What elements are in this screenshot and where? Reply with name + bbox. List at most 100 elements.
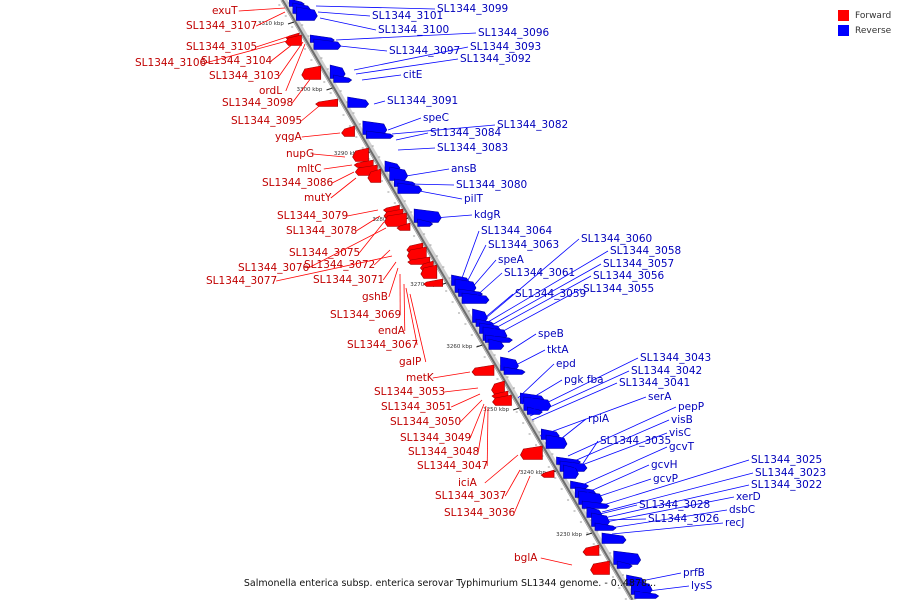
reverse-gene-label: recJ <box>725 517 744 529</box>
reverse-gene <box>366 130 394 139</box>
forward-leader <box>312 153 346 158</box>
reverse-gene-label: SL1344_3101 <box>372 10 443 22</box>
reverse-leader <box>635 572 682 583</box>
reverse-leader <box>603 484 750 519</box>
reverse-gene-label: speB <box>538 328 564 340</box>
forward-gene-label: SL1344_3051 <box>381 401 452 413</box>
forward-gene-label: SL1344_3037 <box>435 490 506 502</box>
reverse-leader <box>353 46 469 71</box>
reverse-gene-label: pepP <box>678 401 704 413</box>
forward-leader <box>270 39 299 62</box>
forward-leader <box>459 399 483 423</box>
reverse-gene <box>523 396 552 411</box>
reverse-gene-label: SL1344_3025 <box>751 454 822 466</box>
forward-gene-label: nupG <box>286 148 314 160</box>
forward-gene-label: SL1344_3076 <box>238 262 310 274</box>
reverse-gene-label: pgk fba <box>564 374 604 386</box>
reverse-leader <box>531 382 618 421</box>
forward-leader <box>451 393 481 408</box>
reverse-gene-label: tktA <box>547 344 569 356</box>
forward-gene-label: SL1344_3036 <box>444 507 516 519</box>
reverse-gene-label: SL1344_3041 <box>619 377 690 389</box>
genome-axis <box>280 0 634 600</box>
forward-leader <box>477 405 487 453</box>
reverse-gene-label: SL1344_3042 <box>631 365 702 377</box>
forward-leader <box>285 43 306 92</box>
forward-leader <box>432 371 471 379</box>
reverse-leader <box>583 464 650 495</box>
reverse-gene-label: SL1344_3061 <box>504 267 575 279</box>
reverse-gene-label: SL1344_3093 <box>470 41 541 53</box>
tick-label: 3260 kbp <box>446 344 472 350</box>
forward-gene-label: SL1344_3104 <box>201 55 273 67</box>
forward-leader <box>405 287 418 346</box>
forward-leader <box>332 171 355 184</box>
forward-gene-label: SL1344_3107 <box>186 20 257 32</box>
reverse-gene-label: SL1344_3059 <box>515 288 586 300</box>
forward-gene <box>520 445 543 460</box>
forward-leader <box>382 261 397 281</box>
forward-gene <box>315 98 338 107</box>
reverse-leader <box>579 446 668 487</box>
reverse-gene <box>347 96 370 108</box>
tick-label: 3310 kbp <box>258 21 284 27</box>
reverse-leader <box>507 333 537 353</box>
reverse-leader <box>571 419 670 463</box>
reverse-leader <box>469 259 497 291</box>
reverse-gene-label: SL1344_3057 <box>603 258 674 270</box>
forward-gene-label: SL1344_3048 <box>408 446 479 458</box>
forward-leader <box>308 227 387 269</box>
reverse-gene-label: pilT <box>464 193 483 205</box>
reverse-leader <box>493 288 582 337</box>
reverse-gene-label: SL1344_3022 <box>751 479 822 491</box>
reverse-gene-label: SL1344_3084 <box>430 127 502 139</box>
major-tick <box>287 21 295 25</box>
forward-leader <box>358 221 385 254</box>
reverse-gene <box>616 560 633 569</box>
reverse-gene <box>313 38 342 50</box>
reverse-leader <box>599 459 750 507</box>
reverse-gene-label: SL1344_3099 <box>437 3 508 15</box>
reverse-leader <box>319 17 377 31</box>
reverse-leader <box>397 147 436 151</box>
forward-gene <box>352 147 369 162</box>
reverse-gene <box>613 550 642 565</box>
forward-gene-label: ordL <box>259 85 282 97</box>
reverse-gene <box>461 292 490 304</box>
forward-leader <box>323 164 353 170</box>
forward-gene-label: SL1344_3067 <box>347 339 418 351</box>
forward-leader <box>444 387 479 393</box>
forward-leader <box>403 283 406 332</box>
forward-leader <box>291 73 315 104</box>
forward-leader <box>278 41 304 77</box>
reverse-leader <box>513 349 546 367</box>
reverse-leader <box>433 214 473 219</box>
forward-leader <box>276 255 393 282</box>
reverse-leader <box>491 275 592 331</box>
reverse-gene <box>503 366 526 375</box>
tick-label: 3300 kbp <box>297 87 323 93</box>
forward-leader <box>347 209 379 217</box>
reverse-leader <box>489 263 602 327</box>
tick-label: 3230 kbp <box>556 532 582 538</box>
legend-reverse: Reverse <box>838 23 891 38</box>
forward-gene-label: SL1344_3047 <box>417 460 488 472</box>
reverse-gene-label: gcvH <box>651 459 678 471</box>
forward-leader <box>513 475 531 514</box>
forward-leader <box>504 469 521 497</box>
reverse-leader <box>529 370 630 417</box>
reverse-leader <box>527 357 639 413</box>
reverse-leader <box>373 100 386 105</box>
forward-gene-label: exuT <box>212 5 238 17</box>
forward-gene-label: gshB <box>362 291 388 303</box>
reverse-gene-label: speC <box>423 112 449 124</box>
reverse-gene-label: SL1344_3097 <box>389 45 460 57</box>
forward-gene-label: SL1344_3106 <box>135 57 207 69</box>
reverse-gene-label: SL1344_3082 <box>497 119 568 131</box>
forward-gene-label: endA <box>378 325 406 337</box>
reverse-leader <box>355 58 459 75</box>
reverse-gene-label: SL1344_3100 <box>378 24 449 36</box>
reverse-leader <box>639 585 690 593</box>
forward-leader <box>205 37 299 64</box>
reverse-gene <box>417 218 434 227</box>
